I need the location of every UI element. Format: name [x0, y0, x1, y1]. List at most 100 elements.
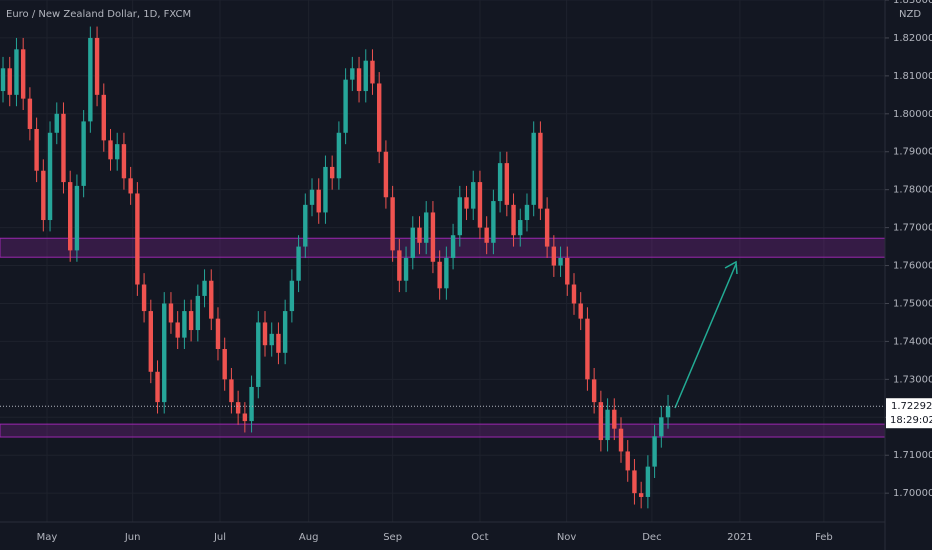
- y-tick-label: 1.75000: [893, 298, 932, 309]
- candle-body: [235, 402, 241, 414]
- candle-body: [565, 257, 570, 285]
- candle-body: [524, 204, 530, 221]
- candle-body: [403, 257, 409, 281]
- candle-body: [67, 182, 73, 251]
- candle-body: [511, 204, 516, 236]
- candle-body: [135, 193, 140, 285]
- candle-body: [652, 436, 657, 467]
- candle-body: [585, 318, 590, 380]
- candle-body: [504, 163, 510, 205]
- candle-body: [638, 493, 644, 497]
- candle-body: [282, 311, 288, 353]
- candle-body: [544, 208, 550, 247]
- candle-body: [121, 144, 127, 179]
- candle-body: [618, 428, 624, 452]
- candle-body: [410, 227, 415, 258]
- candle-body: [155, 371, 160, 403]
- x-tick-label: May: [37, 532, 58, 543]
- candle-body: [491, 201, 496, 243]
- candle-body: [14, 49, 19, 95]
- zone: [0, 237, 886, 258]
- candle-body: [356, 68, 362, 92]
- x-tick-label: Dec: [642, 532, 661, 543]
- candle-body: [430, 212, 436, 262]
- candle-body: [222, 349, 227, 380]
- candle-body: [81, 121, 86, 186]
- candle-body: [27, 98, 33, 129]
- candle-body: [477, 182, 483, 228]
- candle-body: [316, 189, 321, 213]
- candle-body: [148, 311, 154, 372]
- candle-body: [101, 94, 106, 141]
- candle-body: [417, 227, 422, 243]
- zone: [0, 423, 886, 438]
- candle-body: [370, 60, 375, 84]
- candle-body: [175, 322, 180, 338]
- candle-body: [591, 379, 597, 403]
- y-tick-label: 1.82000: [893, 33, 932, 44]
- y-tick-label: 1.77000: [893, 223, 932, 234]
- candle-body: [450, 235, 456, 258]
- x-tick-label: Aug: [299, 532, 319, 543]
- candle-body: [195, 295, 201, 331]
- candle-body: [94, 37, 100, 95]
- candle-body: [323, 166, 328, 213]
- candle-body: [571, 284, 577, 304]
- arrow-head: [724, 260, 738, 275]
- candle-body: [108, 140, 113, 160]
- candle-body: [289, 280, 295, 312]
- candle-body: [397, 250, 402, 281]
- candle-body: [229, 379, 234, 403]
- candle-body: [471, 182, 476, 209]
- candle-body: [7, 68, 12, 95]
- candle-body: [115, 144, 120, 160]
- candle-body: [54, 113, 59, 133]
- candle-body: [276, 333, 281, 353]
- candle-body: [444, 257, 449, 289]
- candle-body: [41, 170, 46, 221]
- x-tick-label: Feb: [815, 532, 833, 543]
- candle-body: [437, 261, 442, 289]
- candle-body: [188, 311, 194, 331]
- last-price-box: [886, 398, 932, 429]
- x-tick-label: Jul: [213, 532, 226, 543]
- y-tick-label: 1.78000: [893, 185, 932, 196]
- candle-body: [497, 163, 503, 202]
- y-tick-label: 1.76000: [893, 261, 932, 272]
- candle-body: [625, 451, 630, 471]
- candle-body: [645, 466, 651, 497]
- candle-body: [209, 280, 214, 319]
- arrow-line: [674, 263, 737, 409]
- candle-body: [309, 189, 315, 205]
- candle-body: [128, 178, 133, 194]
- candle-body: [141, 284, 147, 312]
- candle-body: [303, 204, 308, 247]
- candle-body: [336, 132, 342, 179]
- candle-body: [162, 303, 167, 403]
- candle-body: [578, 303, 583, 319]
- candle-body: [632, 470, 637, 494]
- candle-body: [457, 197, 462, 236]
- candle-body: [256, 322, 261, 387]
- candle-body: [262, 322, 268, 346]
- y-tick-label: 1.83000: [893, 0, 932, 6]
- candle-body: [269, 333, 274, 346]
- y-tick-label: 1.74000: [893, 336, 932, 347]
- candle-body: [350, 68, 355, 80]
- x-tick-label: 2021: [727, 532, 752, 543]
- x-tick-label: Oct: [471, 532, 488, 543]
- y-tick-label: 1.81000: [893, 71, 932, 82]
- candle-body: [551, 246, 557, 266]
- candle-body: [363, 60, 368, 92]
- candle-body: [215, 318, 221, 350]
- last-price-label: 1.72292: [891, 401, 932, 412]
- candle-body: [343, 79, 348, 133]
- candle-body: [538, 132, 543, 209]
- chart-title: Euro / New Zealand Dollar, 1D, FXCM: [6, 9, 191, 20]
- candle-body: [531, 132, 536, 205]
- candle-body: [605, 409, 610, 441]
- candle-body: [424, 212, 429, 243]
- candle-body: [61, 113, 66, 183]
- candle-body: [168, 303, 174, 323]
